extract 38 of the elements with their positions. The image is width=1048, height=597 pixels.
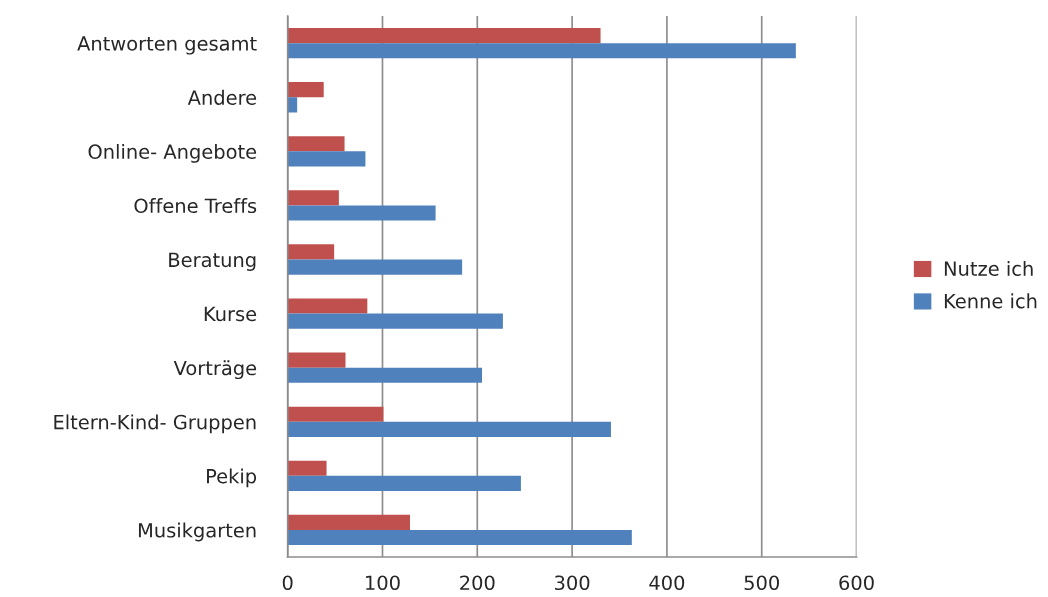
bar xyxy=(287,406,384,422)
bar xyxy=(287,28,601,44)
y-tick-label: Andere xyxy=(187,89,257,105)
bar xyxy=(287,352,346,368)
bar xyxy=(287,43,796,59)
bar xyxy=(287,136,345,152)
bar xyxy=(287,367,483,383)
bar xyxy=(287,190,339,206)
bar xyxy=(287,259,463,275)
y-tick-label: Offene Treffs xyxy=(134,198,257,214)
x-tick-label: 200 xyxy=(460,575,495,591)
y-tick-label: Eltern-Kind- Gruppen xyxy=(54,414,256,434)
bar xyxy=(287,151,366,167)
x-tick-label: 600 xyxy=(839,575,874,591)
x-tick-label: 400 xyxy=(649,575,685,591)
x-tick-label: 300 xyxy=(555,575,590,591)
x-tick-label: 0 xyxy=(282,575,293,591)
bar xyxy=(287,313,503,329)
bar xyxy=(287,421,611,437)
y-tick-label: Pekip xyxy=(207,468,257,488)
x-tick-label: 100 xyxy=(366,575,400,591)
bar xyxy=(287,244,335,260)
legend-label: Nutze ich xyxy=(944,260,1033,276)
y-tick-label: Online- Angebote xyxy=(88,143,257,163)
legend-label: Kenne ich xyxy=(944,293,1037,309)
bar xyxy=(287,529,632,546)
y-tick-label: Antworten gesamt xyxy=(77,36,257,55)
x-tick-label: 500 xyxy=(744,575,779,591)
bar xyxy=(287,475,521,492)
bar xyxy=(287,205,436,221)
y-tick-label: Vorträge xyxy=(173,360,257,380)
bar xyxy=(287,514,410,530)
bar xyxy=(287,82,324,98)
y-tick-label: Beratung xyxy=(169,252,256,271)
y-tick-label: Kurse xyxy=(204,306,257,322)
bar xyxy=(287,460,327,476)
y-tick-label: Musikgarten xyxy=(138,522,256,542)
bar xyxy=(287,298,368,314)
